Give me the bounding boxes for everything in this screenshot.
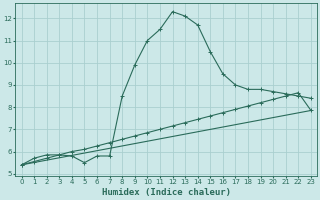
- X-axis label: Humidex (Indice chaleur): Humidex (Indice chaleur): [102, 188, 231, 197]
